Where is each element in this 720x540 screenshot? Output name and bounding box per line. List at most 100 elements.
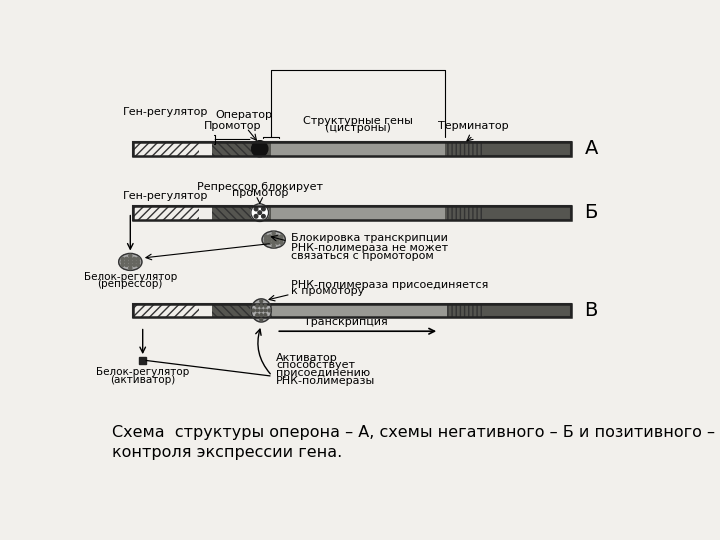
Circle shape bbox=[251, 204, 269, 221]
Circle shape bbox=[276, 235, 279, 238]
Circle shape bbox=[272, 238, 275, 241]
Bar bbox=[199, 206, 212, 220]
Bar bbox=[132, 303, 570, 318]
Circle shape bbox=[121, 257, 124, 260]
Circle shape bbox=[261, 207, 265, 211]
Text: присоединению: присоединению bbox=[276, 368, 370, 378]
Text: связаться с промотором: связаться с промотором bbox=[291, 251, 433, 261]
Bar bbox=[212, 142, 253, 156]
Circle shape bbox=[264, 241, 267, 244]
Circle shape bbox=[137, 257, 140, 260]
Text: (активатор): (активатор) bbox=[110, 375, 176, 384]
Circle shape bbox=[272, 232, 275, 235]
Circle shape bbox=[260, 318, 263, 321]
Circle shape bbox=[125, 260, 128, 264]
Bar bbox=[132, 142, 570, 156]
Text: к промотору: к промотору bbox=[291, 286, 364, 296]
Circle shape bbox=[280, 238, 283, 241]
Circle shape bbox=[280, 235, 283, 238]
Bar bbox=[447, 303, 484, 318]
Text: Ген-регулятор: Ген-регулятор bbox=[123, 191, 208, 201]
Circle shape bbox=[260, 300, 263, 302]
Circle shape bbox=[280, 241, 283, 244]
Circle shape bbox=[269, 238, 271, 241]
Circle shape bbox=[254, 207, 258, 211]
Circle shape bbox=[256, 314, 258, 316]
Text: Блокировка транскрипции: Блокировка транскрипции bbox=[291, 233, 448, 243]
Text: РНК-полимераза не может: РНК-полимераза не может bbox=[291, 243, 448, 253]
Text: способствует: способствует bbox=[276, 361, 355, 370]
Circle shape bbox=[132, 264, 136, 267]
Ellipse shape bbox=[251, 299, 271, 322]
Text: Активатор: Активатор bbox=[276, 353, 338, 363]
Text: Ген-регулятор: Ген-регулятор bbox=[123, 107, 208, 117]
Circle shape bbox=[252, 309, 255, 312]
Text: промотор: промотор bbox=[232, 188, 288, 198]
Bar bbox=[212, 206, 253, 220]
Text: Терминатор: Терминатор bbox=[438, 121, 508, 131]
Circle shape bbox=[260, 305, 263, 307]
Bar bbox=[271, 142, 445, 156]
Text: В: В bbox=[585, 301, 598, 320]
Circle shape bbox=[272, 244, 275, 247]
Circle shape bbox=[261, 214, 265, 218]
Bar bbox=[132, 206, 570, 220]
Circle shape bbox=[129, 257, 132, 260]
Text: Схема  структуры оперона – А, схемы негативного – Б и позитивного – В
контроля э: Схема структуры оперона – А, схемы негат… bbox=[112, 425, 720, 460]
Bar bbox=[132, 303, 570, 318]
Bar bbox=[132, 206, 199, 220]
Text: Транскрипция: Транскрипция bbox=[305, 316, 388, 327]
Circle shape bbox=[132, 257, 136, 260]
Circle shape bbox=[121, 260, 124, 264]
Circle shape bbox=[269, 235, 271, 238]
Text: Оператор: Оператор bbox=[216, 110, 273, 120]
Bar bbox=[132, 303, 199, 318]
Circle shape bbox=[264, 238, 267, 241]
Circle shape bbox=[254, 214, 258, 218]
Circle shape bbox=[125, 264, 128, 267]
Circle shape bbox=[276, 238, 279, 241]
Circle shape bbox=[264, 305, 266, 307]
Circle shape bbox=[269, 241, 271, 244]
Bar bbox=[445, 142, 482, 156]
Text: РНК-полимеразы: РНК-полимеразы bbox=[276, 376, 375, 386]
Circle shape bbox=[260, 309, 263, 312]
Text: Б: Б bbox=[585, 203, 598, 222]
Circle shape bbox=[264, 235, 267, 238]
Bar bbox=[445, 206, 482, 220]
Circle shape bbox=[129, 254, 132, 257]
Circle shape bbox=[264, 309, 266, 312]
Circle shape bbox=[272, 235, 275, 238]
Circle shape bbox=[256, 305, 258, 307]
Circle shape bbox=[276, 241, 279, 244]
Circle shape bbox=[268, 309, 271, 312]
Bar bbox=[271, 206, 445, 220]
Ellipse shape bbox=[119, 253, 142, 271]
Text: Репрессор блокирует: Репрессор блокирует bbox=[197, 182, 323, 192]
Text: Промотор: Промотор bbox=[204, 121, 261, 131]
Text: Структурные гены: Структурные гены bbox=[303, 117, 413, 126]
Circle shape bbox=[264, 314, 266, 316]
Text: А: А bbox=[585, 139, 598, 158]
Circle shape bbox=[258, 211, 261, 214]
Bar bbox=[132, 142, 570, 156]
Circle shape bbox=[121, 264, 124, 267]
Bar bbox=[139, 357, 146, 364]
Bar bbox=[199, 303, 212, 318]
Circle shape bbox=[251, 141, 268, 157]
Bar bbox=[212, 303, 253, 318]
Circle shape bbox=[129, 267, 132, 269]
Circle shape bbox=[129, 260, 132, 264]
Text: (репрессор): (репрессор) bbox=[98, 279, 163, 289]
Circle shape bbox=[129, 264, 132, 267]
Text: Белок-регулятор: Белок-регулятор bbox=[84, 272, 177, 282]
Bar bbox=[272, 303, 447, 318]
Text: Белок-регулятор: Белок-регулятор bbox=[96, 367, 189, 377]
Bar bbox=[132, 206, 570, 220]
Circle shape bbox=[137, 264, 140, 267]
Text: РНК-полимераза присоединяется: РНК-полимераза присоединяется bbox=[291, 280, 488, 289]
Circle shape bbox=[132, 260, 136, 264]
Circle shape bbox=[137, 260, 140, 264]
Text: (цистроны): (цистроны) bbox=[325, 123, 391, 132]
Ellipse shape bbox=[262, 231, 285, 248]
